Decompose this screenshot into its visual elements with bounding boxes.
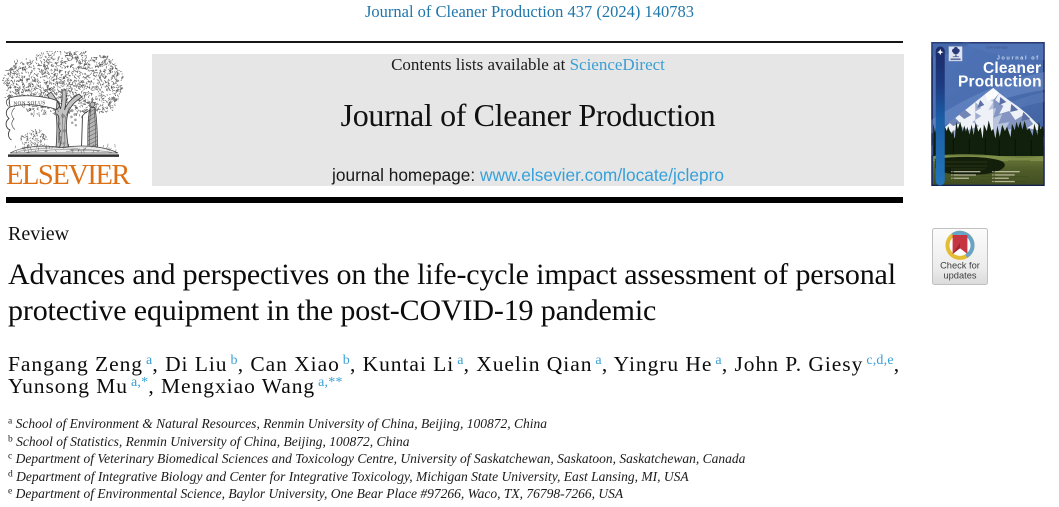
svg-text:Cleaner: Cleaner bbox=[983, 60, 1041, 77]
svg-text:Journal of: Journal of bbox=[997, 55, 1040, 61]
svg-text:ISSN 0959-6526: ISSN 0959-6526 bbox=[986, 46, 1008, 49]
svg-text:Check for: Check for bbox=[940, 260, 980, 270]
svg-text:NON SOLUS: NON SOLUS bbox=[13, 100, 45, 107]
svg-text:Production: Production bbox=[958, 73, 1042, 90]
svg-text:updates: updates bbox=[943, 270, 976, 280]
